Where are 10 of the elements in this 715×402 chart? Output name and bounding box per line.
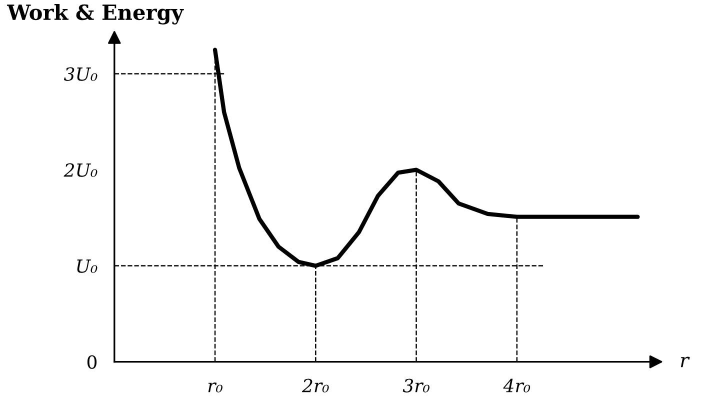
chart-title: Work & Energy (6, 4, 184, 24)
y-tick-label: U₀ (77, 259, 98, 273)
y-tick-label: 0 (87, 355, 97, 369)
x-tick-label: 3r₀ (402, 378, 430, 392)
y-tick-label: 2U₀ (64, 163, 98, 177)
x-tick-label: 2r₀ (302, 378, 329, 392)
x-axis-title: r (680, 356, 690, 368)
x-tick-label: r₀ (208, 382, 222, 392)
y-tick-label: 3U₀ (64, 67, 98, 81)
x-tick-label: 4r₀ (503, 378, 530, 392)
